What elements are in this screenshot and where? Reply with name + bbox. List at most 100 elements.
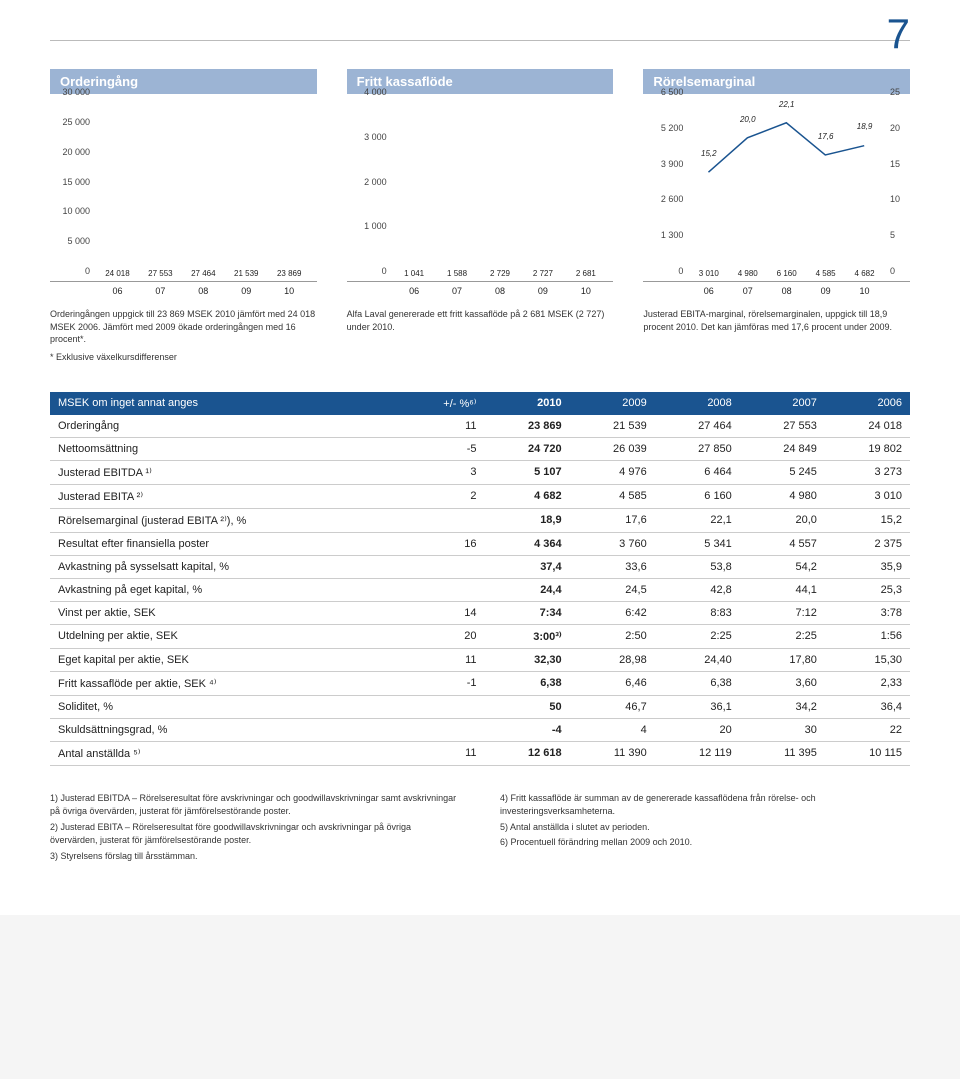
table-cell: 3 273 [825, 460, 910, 484]
table-row: Avkastning på eget kapital, %24,424,542,… [50, 578, 910, 601]
table-cell: 18,9 [485, 508, 570, 532]
table-cell: 44,1 [740, 578, 825, 601]
footnote-item: 6) Procentuell förändring mellan 2009 oc… [500, 836, 910, 850]
line-point-label: 20,0 [740, 115, 756, 124]
footnote-item: 3) Styrelsens förslag till årsstämman. [50, 850, 460, 864]
charts-footnote: * Exklusive växelkursdifferenser [50, 352, 910, 362]
x-tick: 10 [284, 286, 294, 296]
table-cell: 16 [400, 532, 484, 555]
bar-label: 24 018 [105, 269, 129, 278]
table-cell: 46,7 [570, 695, 655, 718]
y-tick: 10 [890, 194, 900, 204]
table-row: Soliditet, %5046,736,134,236,4 [50, 695, 910, 718]
table-cell: 25,3 [825, 578, 910, 601]
table-cell: 23 869 [485, 415, 570, 438]
y-tick: 5 200 [661, 123, 684, 133]
table-cell: -1 [400, 671, 484, 695]
table-cell: 15,30 [825, 648, 910, 671]
x-tick: 07 [155, 286, 165, 296]
page-number: 7 [887, 10, 910, 58]
table-cell: 24,5 [570, 578, 655, 601]
table-cell: 3:78 [825, 601, 910, 624]
table-cell: 12 119 [655, 741, 740, 765]
x-tick: 09 [241, 286, 251, 296]
table-cell: 2 [400, 484, 484, 508]
x-tick: 06 [112, 286, 122, 296]
footnote-item: 1) Justerad EBITDA – Rörelseresultat för… [50, 792, 460, 819]
table-cell: Resultat efter finansiella poster [50, 532, 400, 555]
x-tick: 10 [859, 286, 869, 296]
table-cell: 2:25 [740, 624, 825, 648]
table-cell: 36,4 [825, 695, 910, 718]
chart-title: Orderingång [50, 69, 317, 94]
table-cell: 5 341 [655, 532, 740, 555]
table-cell: Antal anställda ⁵⁾ [50, 741, 400, 765]
line-overlay [689, 102, 884, 281]
y-tick: 2 600 [661, 194, 684, 204]
y-tick: 0 [678, 266, 683, 276]
y-tick: 6 500 [661, 87, 684, 97]
y-tick: 25 [890, 87, 900, 97]
y-tick: 5 000 [67, 236, 90, 246]
table-cell: 7:12 [740, 601, 825, 624]
table-cell: 17,6 [570, 508, 655, 532]
line-point-label: 18,9 [857, 122, 873, 131]
chart-kassaflode: Fritt kassaflöde 01 0002 0003 0004 000 1… [347, 69, 614, 296]
y-tick: 10 000 [62, 206, 90, 216]
table-row: Justerad EBITDA ¹⁾35 1074 9766 4645 2453… [50, 460, 910, 484]
x-tick: 06 [409, 286, 419, 296]
table-cell: 4 682 [485, 484, 570, 508]
table-row: Skuldsättningsgrad, %-44203022 [50, 718, 910, 741]
table-cell: 20 [400, 624, 484, 648]
table-cell: 6,38 [485, 671, 570, 695]
y-tick: 0 [890, 266, 895, 276]
table-cell: 11 395 [740, 741, 825, 765]
bar-label: 21 539 [234, 269, 258, 278]
divider [50, 40, 910, 41]
table-cell: 20 [655, 718, 740, 741]
report-page: 7 Orderingång 05 00010 00015 00020 00025… [0, 0, 960, 915]
table-cell: 50 [485, 695, 570, 718]
x-axis: 0607080910 [643, 286, 910, 296]
table-cell: 4 980 [740, 484, 825, 508]
table-header-row: MSEK om inget annat anges+/- %⁶⁾20102009… [50, 392, 910, 415]
table-cell: 4 364 [485, 532, 570, 555]
table-cell: Rörelsemarginal (justerad EBITA ²⁾), % [50, 508, 400, 532]
table-cell: 3:00³⁾ [485, 624, 570, 648]
bar-label: 27 553 [148, 269, 172, 278]
table-cell: 33,6 [570, 555, 655, 578]
bar-label: 2 681 [576, 269, 596, 278]
table-cell: Eget kapital per aktie, SEK [50, 648, 400, 671]
table-cell: Utdelning per aktie, SEK [50, 624, 400, 648]
chart-caption: Orderingången uppgick till 23 869 MSEK 2… [50, 308, 317, 346]
table-cell: 24 018 [825, 415, 910, 438]
plot: 3 0104 9806 1604 5854 68215,220,022,117,… [689, 102, 884, 281]
chart-plot-area: 05 00010 00015 00020 00025 00030 000 24 … [50, 102, 317, 282]
y-axis: 05 00010 00015 00020 00025 00030 000 [50, 102, 94, 281]
table-header-cell: 2009 [570, 392, 655, 415]
table-row: Vinst per aktie, SEK147:346:428:837:123:… [50, 601, 910, 624]
table-cell: 6 464 [655, 460, 740, 484]
table-cell: 11 [400, 648, 484, 671]
table-cell: 6,46 [570, 671, 655, 695]
x-tick: 08 [495, 286, 505, 296]
x-tick: 08 [198, 286, 208, 296]
bar-label: 1 041 [404, 269, 424, 278]
y-tick: 1 300 [661, 230, 684, 240]
chart-caption: Justerad EBITA-marginal, rörelsemarginal… [643, 308, 910, 346]
table-row: Justerad EBITA ²⁾24 6824 5856 1604 9803 … [50, 484, 910, 508]
table-row: Utdelning per aktie, SEK203:00³⁾2:502:25… [50, 624, 910, 648]
table-cell: 24 720 [485, 437, 570, 460]
table-cell [400, 718, 484, 741]
x-tick: 08 [782, 286, 792, 296]
y-tick: 0 [85, 266, 90, 276]
y-axis: 01 0002 0003 0004 000 [347, 102, 391, 281]
y-tick: 30 000 [62, 87, 90, 97]
chart-plot-area: 01 0002 0003 0004 000 1 0411 5882 7292 7… [347, 102, 614, 282]
table-header-cell: 2006 [825, 392, 910, 415]
y-tick: 5 [890, 230, 895, 240]
table-cell: 3 760 [570, 532, 655, 555]
table-cell: 54,2 [740, 555, 825, 578]
table-cell: 3 [400, 460, 484, 484]
table-cell: 28,98 [570, 648, 655, 671]
